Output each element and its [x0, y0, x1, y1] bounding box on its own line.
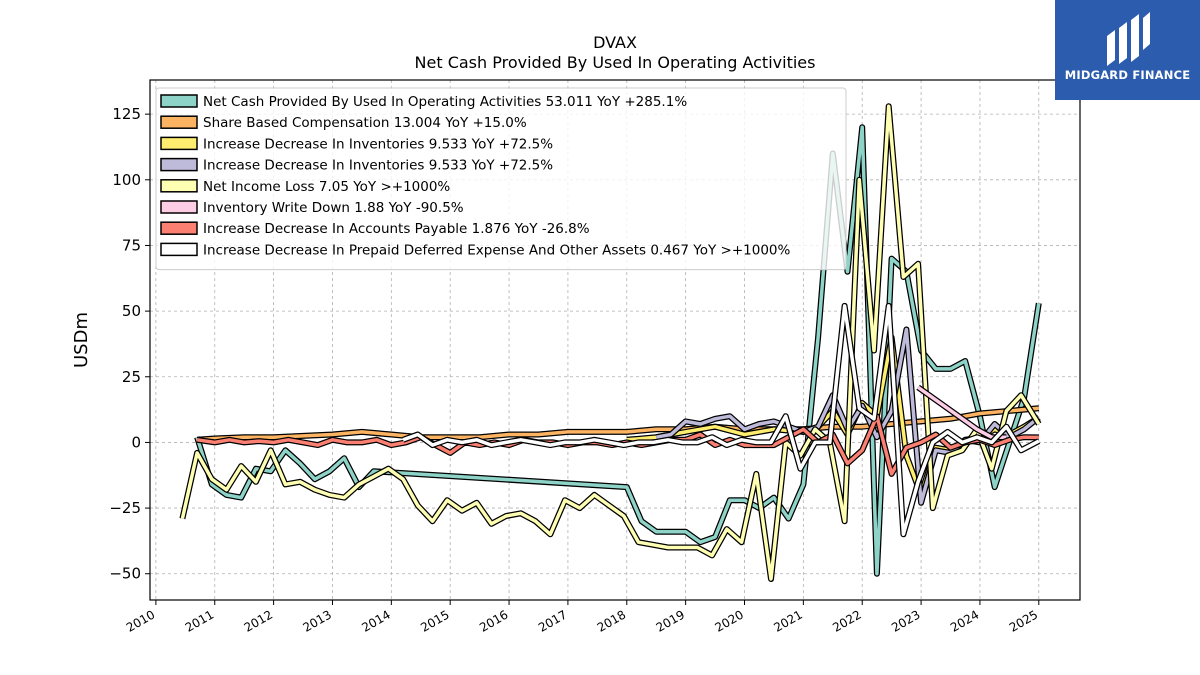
x-tick-label: 2010: [124, 607, 157, 634]
x-tick-label: 2013: [301, 607, 334, 634]
series-layer: [179, 103, 1042, 582]
legend-label-4: Increase Decrease In Inventories 9.533 Y…: [203, 158, 553, 174]
y-tick-label: −25: [109, 499, 141, 517]
logo-mark-icon: [1107, 12, 1150, 66]
x-tick-label: 2015: [418, 607, 451, 634]
x-tick-label: 2023: [889, 607, 922, 634]
y-axis-label: USDm: [71, 312, 92, 368]
legend-swatch-1: [160, 94, 198, 108]
legend-box: [155, 87, 847, 271]
legend-swatch-8: [160, 242, 198, 257]
series-8-line: [402, 304, 1040, 537]
y-tick-label: 100: [112, 171, 141, 189]
legend: Net Cash Provided By Used In Operating A…: [155, 87, 847, 271]
y-axis: −50 −25 0 25 50 75 100 125: [109, 105, 150, 583]
x-axis: 2010 2011 2012 2013 2014 2015 2016 2017 2018 2019…: [124, 600, 1040, 635]
series-1-line: [195, 125, 1041, 576]
y-tick-label: 125: [112, 105, 141, 123]
y-tick-label: −50: [109, 565, 141, 583]
logo-text: MIDGARD FINANCE: [1064, 68, 1191, 82]
legend-label-1: Net Cash Provided By Used In Operating A…: [203, 94, 687, 110]
legend-label-2: Share Based Compensation 13.004 YoY +15.…: [203, 115, 527, 131]
y-tick-label: 0: [131, 433, 141, 451]
x-tick-label: 2024: [948, 607, 981, 634]
series-6-line: [917, 385, 1007, 439]
midgard-finance-logo: MIDGARD FINANCE: [1055, 0, 1200, 100]
series-6: [916, 384, 1007, 441]
x-tick-label: 2019: [654, 607, 687, 634]
series-1: [194, 124, 1042, 577]
y-tick-label: 75: [122, 236, 141, 254]
x-tick-label: 2020: [713, 607, 746, 634]
legend-label-5: Net Income Loss 7.05 YoY >+1000%: [203, 179, 450, 195]
legend-label-3: Increase Decrease In Inventories 9.533 Y…: [203, 136, 553, 152]
x-tick-label: 2014: [359, 607, 392, 634]
x-tick-label: 2016: [477, 607, 510, 634]
chart-title: DVAX: [593, 33, 637, 52]
legend-swatch-7: [160, 221, 198, 235]
chart-subtitle: Net Cash Provided By Used In Operating A…: [415, 53, 816, 72]
x-tick-label: 2017: [536, 607, 569, 634]
legend-swatch-6: [160, 200, 198, 214]
x-tick-label: 2021: [771, 607, 804, 634]
x-tick-label: 2025: [1007, 607, 1040, 634]
legend-label-6: Inventory Write Down 1.88 YoY -90.5%: [203, 200, 464, 216]
plot-frame: [149, 79, 1081, 601]
legend-swatch-4: [160, 157, 198, 172]
legend-swatch-3: [160, 136, 198, 151]
series-8: [402, 302, 1041, 538]
legend-swatch-2: [160, 115, 198, 129]
x-tick-label: 2018: [595, 607, 628, 634]
y-tick-label: 25: [122, 368, 141, 386]
x-tick-label: 2022: [830, 607, 863, 634]
series-5-line: [180, 104, 1041, 581]
legend-label-7: Increase Decrease In Accounts Payable 1.…: [203, 221, 590, 237]
y-tick-label: 50: [122, 302, 141, 320]
x-tick-label: 2011: [183, 607, 216, 634]
legend-label-8: Increase Decrease In Prepaid Deferred Ex…: [203, 242, 790, 258]
series-5: [179, 103, 1042, 582]
legend-swatch-5: [160, 179, 198, 193]
x-tick-label: 2012: [242, 607, 275, 634]
